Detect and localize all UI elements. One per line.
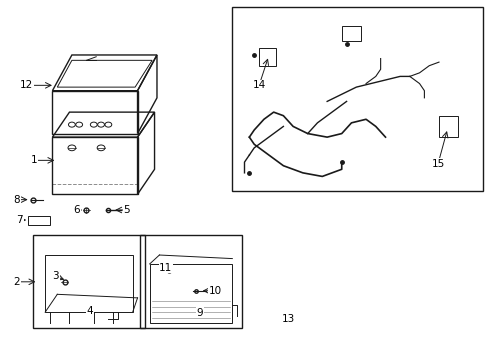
Text: 9: 9: [196, 308, 203, 318]
Text: 14: 14: [252, 80, 265, 90]
Text: 2: 2: [14, 277, 20, 287]
Text: 1: 1: [31, 156, 38, 165]
Text: 12: 12: [20, 80, 33, 90]
Text: 10: 10: [208, 286, 222, 296]
Text: 8: 8: [14, 195, 20, 204]
Text: 7: 7: [17, 215, 23, 225]
Text: 5: 5: [123, 205, 130, 215]
Text: 3: 3: [52, 271, 59, 282]
Text: 4: 4: [86, 306, 93, 316]
Text: 6: 6: [73, 205, 80, 215]
Text: 15: 15: [430, 159, 444, 169]
Text: 11: 11: [159, 262, 172, 273]
Text: 13: 13: [281, 314, 294, 324]
